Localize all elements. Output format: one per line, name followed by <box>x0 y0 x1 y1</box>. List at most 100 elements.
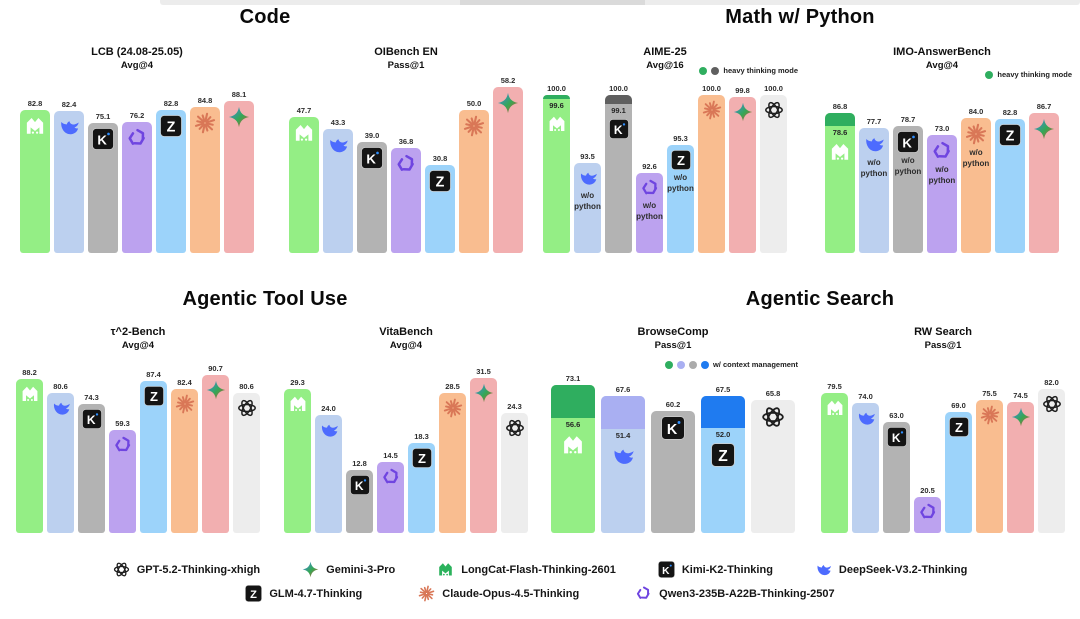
bar-value: 43.3 <box>330 118 346 127</box>
bar-gpt: 80.6 <box>233 382 260 533</box>
legend-item-glm: Z GLM-4.7-Thinking <box>245 585 362 602</box>
bar-longcat: 79.5 <box>821 382 848 533</box>
chart-aime25: AIME-25 Avg@16 100.0 99.6 93.5 w/o python 100… <box>540 40 798 253</box>
chart-subtitle: Pass@1 <box>924 340 962 351</box>
bar-deepseek: 74.0 <box>852 392 879 533</box>
bar-base-value: 78.6 <box>832 128 848 137</box>
model-legend: GPT-5.2-Thinking-xhigh Gemini-3-Pro LongCa… <box>0 561 1080 602</box>
bar-note: w/o python <box>571 191 603 212</box>
bar-qwen: 59.3 <box>109 419 136 533</box>
svg-text:K: K <box>613 123 622 137</box>
chart-subtitle: Pass@1 <box>654 340 692 351</box>
bar-value: 74.3 <box>84 393 99 402</box>
legend-label: Claude-Opus-4.5-Thinking <box>442 587 580 600</box>
bar-longcat: 100.0 99.6 <box>543 84 570 253</box>
bar-kimi: 74.3 K <box>78 393 105 533</box>
bar-value: 39.0 <box>364 131 380 140</box>
bar-value: 59.3 <box>115 419 130 428</box>
deepseek-whale-icon <box>863 133 885 155</box>
kimi-k-icon: K <box>361 147 383 169</box>
svg-text:K: K <box>86 413 95 427</box>
svg-text:Z: Z <box>677 153 685 168</box>
bar-value: 74.0 <box>858 392 873 401</box>
bar-value: 80.6 <box>53 382 68 391</box>
gemini-star-icon <box>733 102 753 122</box>
bar-note: w/o python <box>924 165 960 186</box>
mini-legend-dot <box>711 66 720 75</box>
bar-gemini: 99.8 <box>729 86 756 253</box>
bar-cap <box>551 385 595 418</box>
chart-title: τ^2-Bench <box>110 326 166 338</box>
bar-value: 100.0 <box>547 84 566 93</box>
svg-text:Z: Z <box>955 420 963 435</box>
glm-z-icon: Z <box>948 417 969 437</box>
qwen-knot-icon <box>113 435 133 455</box>
legend-item-longcat: LongCat-Flash-Thinking-2601 <box>437 561 616 578</box>
qwen-knot-icon <box>640 178 660 198</box>
section-title-code: Code <box>239 6 291 28</box>
gemini-star-icon <box>228 106 250 128</box>
bar-note: w/o python <box>958 148 994 169</box>
chart-title: LCB (24.08-25.05) <box>91 46 183 58</box>
kimi-k-icon: K <box>92 128 114 150</box>
qwen-knot-icon <box>918 502 938 522</box>
bar-kimi: 75.1 K <box>88 112 118 253</box>
claude-starburst-icon <box>175 394 195 414</box>
bar-note-line: w/o <box>901 156 915 165</box>
legend-label: Qwen3-235B-A22B-Thinking-2507 <box>659 587 835 600</box>
section-title-math: Math w/ Python <box>725 6 875 28</box>
kimi-k-icon: K <box>608 119 629 139</box>
bar-value: 18.3 <box>414 432 429 441</box>
chart-title: OIBench EN <box>374 46 438 58</box>
kimi-k-icon: K <box>81 409 102 429</box>
svg-text:K: K <box>902 136 912 151</box>
bars-area: 88.2 80.6 74.3 K 59.3 87.4 Z 82.4 90.7 80.6 <box>12 364 264 533</box>
legend-label: Gemini-3-Pro <box>326 563 396 576</box>
bar-glm: 18.3 Z <box>408 432 435 533</box>
bar-kimi: 60.2 K <box>651 400 695 533</box>
bar-note-line: python <box>894 166 922 176</box>
chart-title: AIME-25 <box>643 46 687 58</box>
bar-value: 80.6 <box>239 382 254 391</box>
bars-area: 82.8 82.4 75.1 K 76.2 82.8 Z 84.8 88.1 <box>12 90 262 253</box>
legend-item-gemini: Gemini-3-Pro <box>302 561 395 578</box>
bar-value: 24.3 <box>507 402 522 411</box>
bar-kimi: 63.0 K <box>883 411 910 533</box>
bar-deepseek: 24.0 <box>315 404 342 533</box>
bar-value: 74.5 <box>1013 391 1028 400</box>
legend-row-1: GPT-5.2-Thinking-xhigh Gemini-3-Pro LongCa… <box>0 561 1080 578</box>
kimi-k-icon: K <box>897 131 919 153</box>
chart-oibench: OIBench EN Pass@1 47.7 43.3 39.0 K 36.8 30.8 Z… <box>282 40 530 253</box>
bar-base-value: 56.6 <box>565 420 581 429</box>
qwen-knot-icon <box>395 153 417 175</box>
gemini-star-icon <box>474 383 494 403</box>
gemini-star-icon <box>1033 118 1055 140</box>
bar-note-line: w/o <box>580 191 595 200</box>
bar-note-line: python <box>860 168 888 178</box>
chart-subtitle: Avg@4 <box>121 340 155 351</box>
deepseek-whale-icon <box>611 444 635 468</box>
bar-gemini: 86.7 <box>1029 102 1059 253</box>
section-title-tool-use: Agentic Tool Use <box>182 288 348 310</box>
bar-value: 82.8 <box>1002 108 1018 117</box>
longcat-cat-icon <box>24 115 46 137</box>
chart-lcb: LCB (24.08-25.05) Avg@4 82.8 82.4 75.1 K 76.… <box>12 40 262 253</box>
bar-value: 77.7 <box>866 117 882 126</box>
glm-z-icon: Z <box>245 585 263 602</box>
legend-item-qwen: Qwen3-235B-A22B-Thinking-2507 <box>635 585 835 602</box>
bar-value: 47.7 <box>296 106 312 115</box>
legend-label: GPT-5.2-Thinking-xhigh <box>136 563 261 576</box>
bar-glm: 82.8 Z <box>995 108 1025 253</box>
bar-glm: 30.8 Z <box>425 154 455 253</box>
claude-starburst-icon <box>702 100 722 120</box>
bar-kimi: 100.0 99.1 K <box>605 84 632 253</box>
bar-value: 88.2 <box>22 368 37 377</box>
bar-value: 14.5 <box>383 451 398 460</box>
bar-cap <box>543 95 570 99</box>
deepseek-whale-icon <box>815 561 832 578</box>
bar-value: 67.6 <box>615 385 631 394</box>
glm-z-icon: Z <box>670 150 691 170</box>
bar-note-line: w/o <box>642 201 657 210</box>
claude-starburst-icon <box>194 112 216 134</box>
